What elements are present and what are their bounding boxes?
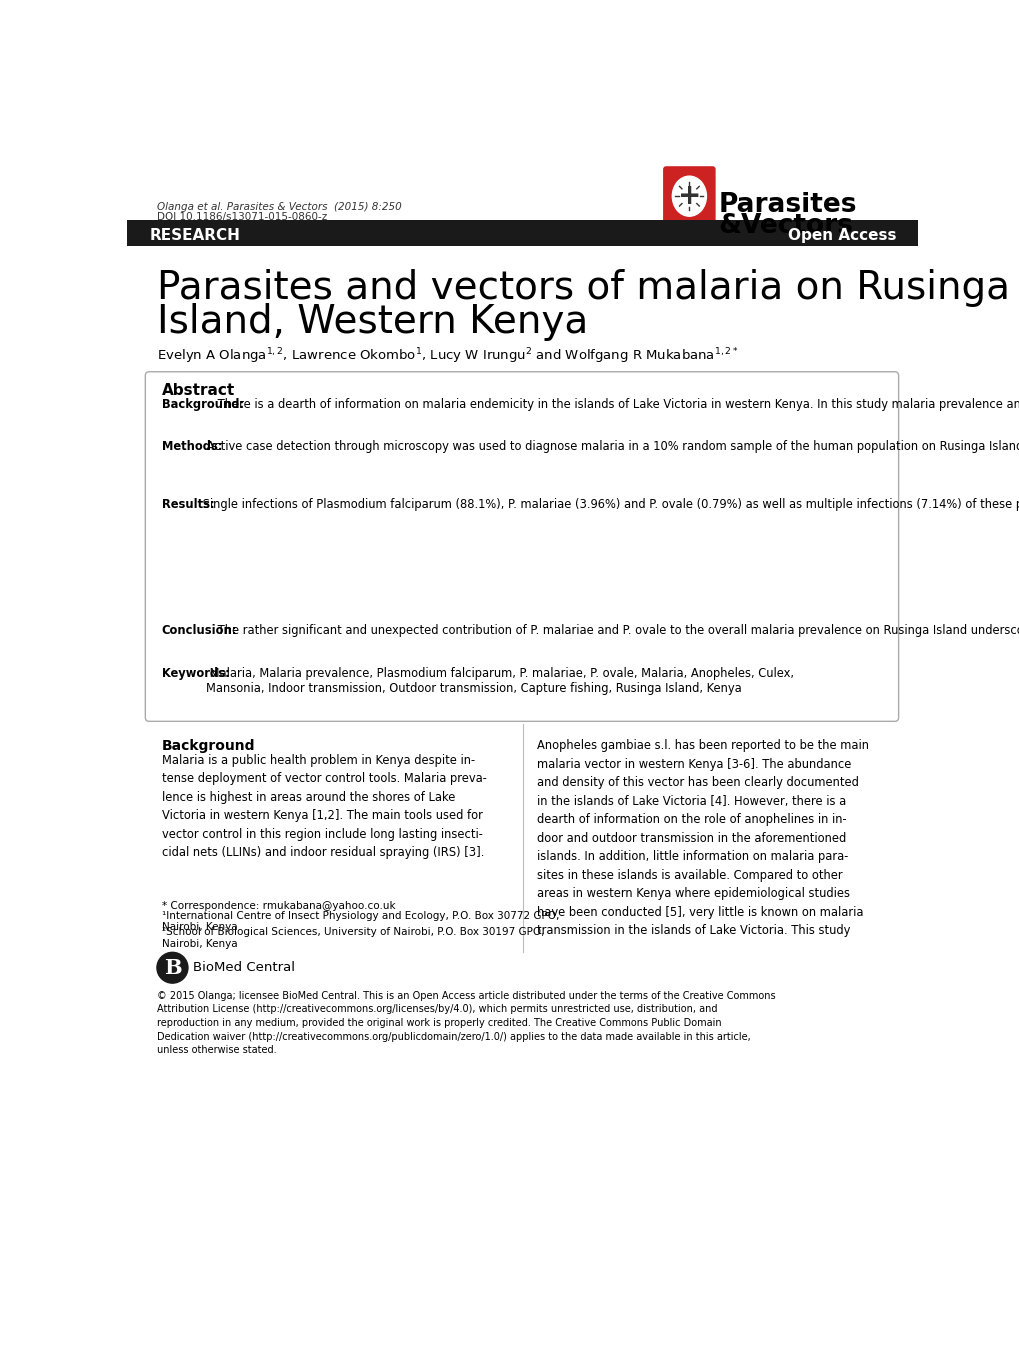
Text: Methods:: Methods: (161, 440, 222, 454)
Text: The rather significant and unexpected contribution of P. malariae and P. ovale t: The rather significant and unexpected co… (214, 624, 1019, 636)
Text: ²School of Biological Sciences, University of Nairobi, P.O. Box 30197 GPO,
Nairo: ²School of Biological Sciences, Universi… (161, 927, 543, 949)
Text: Active case detection through microscopy was used to diagnose malaria in a 10% r: Active case detection through microscopy… (203, 440, 1019, 454)
Ellipse shape (672, 177, 706, 216)
Bar (127, 220, 917, 246)
Text: Background: Background (161, 739, 255, 753)
Text: RESEARCH: RESEARCH (149, 228, 239, 243)
Text: Conclusion:: Conclusion: (161, 624, 236, 636)
Text: Malaria, Malaria prevalence, Plasmodium falciparum, P. malariae, P. ovale, Malar: Malaria, Malaria prevalence, Plasmodium … (206, 667, 793, 696)
Text: Keywords:: Keywords: (161, 667, 229, 681)
Text: Abstract: Abstract (161, 382, 234, 398)
Text: BioMed Central: BioMed Central (193, 961, 294, 974)
Text: B: B (163, 958, 181, 977)
Text: Single infections of Plasmodium falciparum (88.1%), P. malariae (3.96%) and P. o: Single infections of Plasmodium falcipar… (199, 497, 1019, 511)
Text: +: + (677, 182, 700, 211)
Text: Evelyn A Olanga$^{1,2}$, Lawrence Okombo$^{1}$, Lucy W Irungu$^{2}$ and Wolfgang: Evelyn A Olanga$^{1,2}$, Lawrence Okombo… (157, 347, 738, 366)
FancyBboxPatch shape (663, 167, 714, 226)
Text: Open Access: Open Access (787, 228, 896, 243)
Circle shape (157, 953, 187, 983)
Text: &Vectors: &Vectors (718, 213, 853, 239)
Text: ¹International Centre of Insect Physiology and Ecology, P.O. Box 30772 GPO,
Nair: ¹International Centre of Insect Physiolo… (161, 911, 558, 932)
Text: Anopheles gambiae s.l. has been reported to be the main
malaria vector in wester: Anopheles gambiae s.l. has been reported… (536, 739, 868, 938)
Text: Background:: Background: (161, 398, 244, 410)
Text: Island, Western Kenya: Island, Western Kenya (157, 303, 588, 341)
Text: © 2015 Olanga; licensee BioMed Central. This is an Open Access article distribut: © 2015 Olanga; licensee BioMed Central. … (157, 991, 774, 1055)
FancyBboxPatch shape (145, 372, 898, 722)
Text: DOI 10.1186/s13071-015-0860-z: DOI 10.1186/s13071-015-0860-z (157, 212, 327, 223)
Text: * Correspondence: rmukabana@yahoo.co.uk: * Correspondence: rmukabana@yahoo.co.uk (161, 901, 394, 911)
Text: Parasites and vectors of malaria on Rusinga: Parasites and vectors of malaria on Rusi… (157, 269, 1009, 307)
Text: There is a dearth of information on malaria endemicity in the islands of Lake Vi: There is a dearth of information on mala… (213, 398, 1019, 410)
Text: Results:: Results: (161, 497, 214, 511)
Text: Parasites: Parasites (718, 193, 857, 219)
Text: Olanga et al. Parasites & Vectors  (2015) 8:250: Olanga et al. Parasites & Vectors (2015)… (157, 201, 401, 212)
Text: Malaria is a public health problem in Kenya despite in-
tense deployment of vect: Malaria is a public health problem in Ke… (161, 754, 486, 859)
